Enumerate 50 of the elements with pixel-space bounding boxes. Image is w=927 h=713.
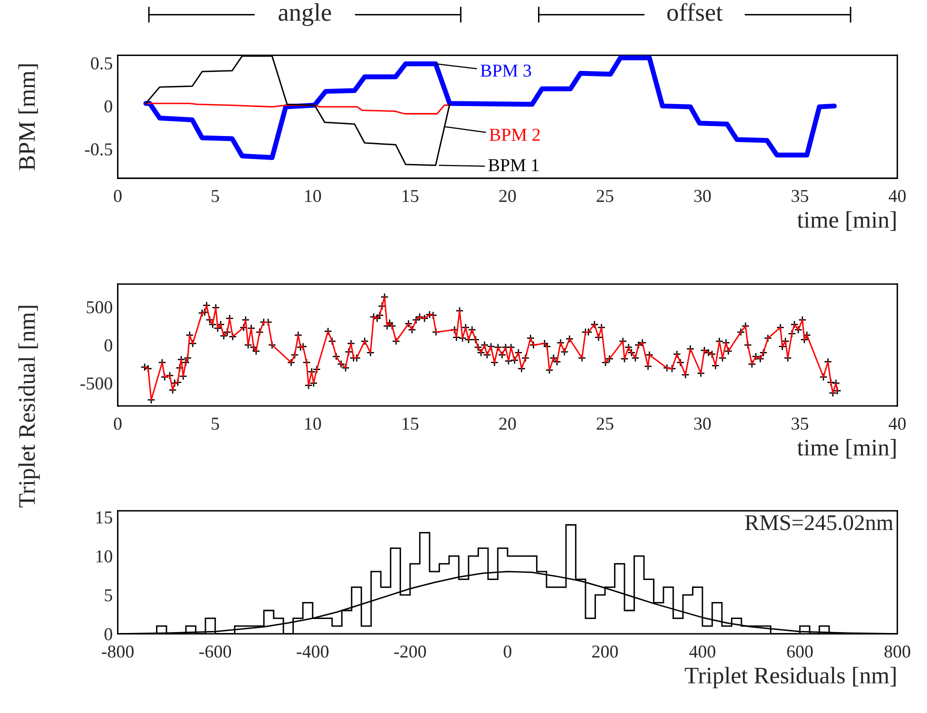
x-tick-label: -400 [296,645,328,658]
x-tick-label: 800 [884,645,910,658]
x-tick-label: 40 [888,418,906,430]
y-tick-label: -0.5 [84,143,112,156]
x-tick-label: -800 [102,645,134,658]
y-tick-label: 0.5 [90,57,112,70]
annotation: BPM 3 [480,64,532,77]
x-tick-label: 200 [592,645,618,658]
y-axis-title: Triplet Residual [nm] [18,306,40,508]
y-tick-label: 0 [104,100,112,112]
x-tick-label: 600 [787,645,813,658]
y-tick-label: 0 [104,339,112,352]
y-tick-label: 15 [96,511,112,524]
text: angle [278,3,332,26]
x-axis-title: Triplet Residuals [nm] [684,666,896,688]
x-tick-label: 40 [888,190,906,202]
x-tick-label: 30 [694,190,711,202]
x-tick-label: -200 [394,645,426,658]
x-tick-label: 20 [499,418,516,430]
x-axis-title: time [min] [797,439,896,459]
x-tick-label: 30 [694,418,711,430]
x-tick-label: 35 [792,418,808,430]
x-tick-label: 0 [504,645,512,658]
x-tick-label: 5 [212,418,219,430]
x-axis-title: time [min] [797,211,896,231]
x-tick-label: 20 [499,190,516,202]
x-tick-label: 10 [305,418,321,430]
x-tick-label: 25 [596,418,614,430]
y-tick-label: -500 [80,377,112,390]
y-axis-title: BPM [mm] [18,64,38,170]
x-tick-label: 0 [114,190,122,202]
x-tick-label: 400 [689,645,716,658]
annotation: BPM 2 [490,128,540,141]
y-tick-label: 500 [86,301,112,314]
line-series [145,102,450,114]
x-tick-label: 35 [792,190,808,202]
text: offset [667,3,723,21]
x-tick-label: -600 [199,645,232,658]
x-tick-label: 5 [212,190,219,202]
x-tick-label: 15 [402,418,418,430]
y-tick-label: 5 [104,589,112,602]
annotation: BPM 1 [488,159,539,172]
y-tick-label: 0 [104,628,112,640]
y-tick-label: 10 [96,550,112,562]
x-tick-label: 15 [402,190,418,202]
annotation: RMS=245.02nm [745,515,894,530]
line-series [143,55,837,160]
x-tick-label: 0 [114,418,122,430]
x-tick-label: 25 [596,190,614,202]
x-tick-label: 10 [305,190,321,202]
